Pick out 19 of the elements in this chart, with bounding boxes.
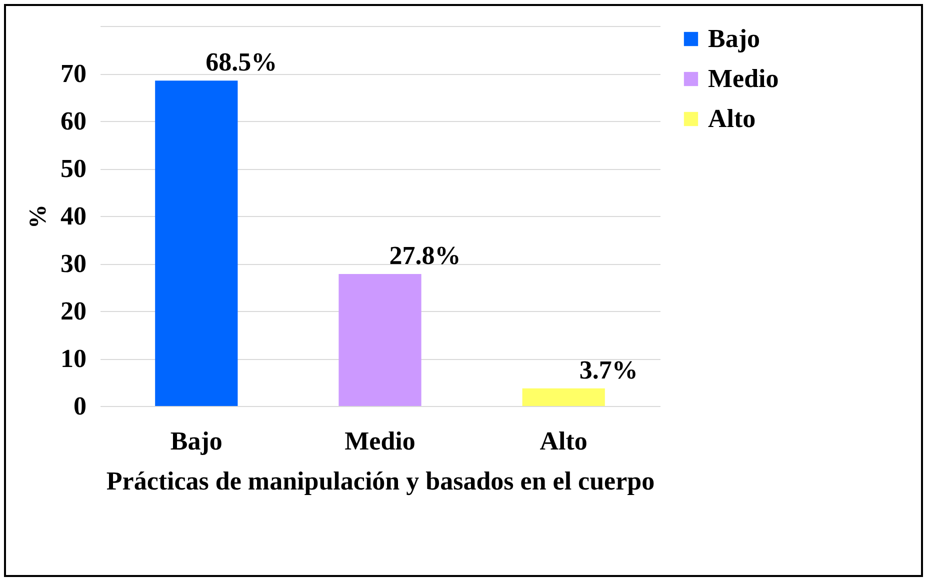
- legend-label: Medio: [708, 64, 779, 93]
- x-axis-title: Prácticas de manipulación y basados en el cuerpo: [106, 466, 655, 496]
- y-tick-label: 30: [60, 249, 86, 278]
- y-tick-label: 70: [60, 59, 86, 88]
- x-tick-label: Bajo: [170, 426, 222, 456]
- legend-label: Bajo: [708, 24, 760, 53]
- data-label: 3.7%: [579, 355, 638, 384]
- y-tick-label: 10: [60, 344, 86, 373]
- y-axis-title: %: [26, 204, 52, 228]
- y-tick-label: 0: [74, 392, 86, 420]
- y-tick-label: 40: [60, 202, 86, 230]
- data-label: 68.5%: [206, 48, 278, 77]
- x-tick-label: Medio: [344, 426, 416, 456]
- y-tick-label: 20: [60, 296, 86, 326]
- y-tick-label: 60: [60, 106, 86, 136]
- x-tick-label: Alto: [540, 426, 588, 456]
- y-tick-label: 50: [60, 154, 86, 183]
- data-label: 27.8%: [389, 240, 461, 270]
- legend-label: Alto: [708, 104, 756, 133]
